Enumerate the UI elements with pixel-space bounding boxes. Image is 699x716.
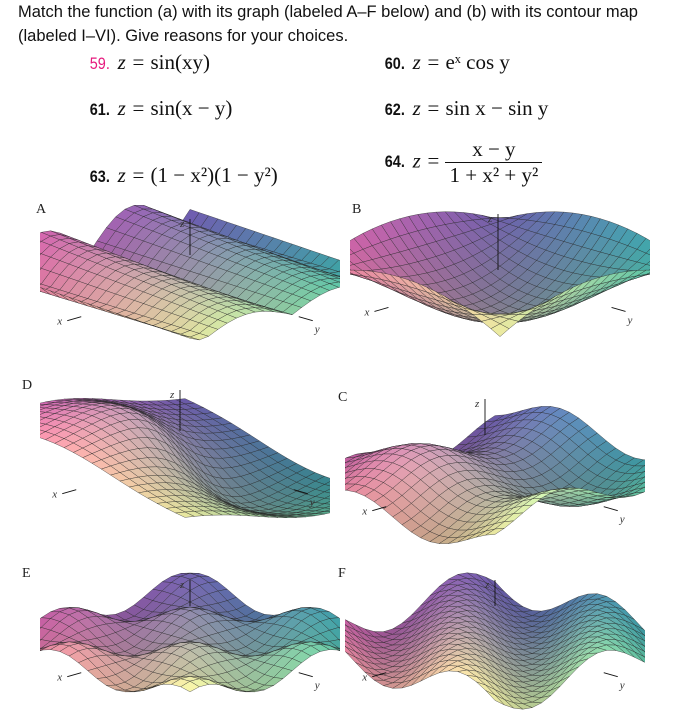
x-axis (374, 307, 388, 311)
graph-label-e: E (22, 566, 31, 582)
problem-59: 59.z = sin(xy) (88, 50, 210, 75)
y-axis (299, 317, 313, 321)
y-axis (299, 673, 313, 677)
graph-d-surface: z x y (40, 378, 330, 543)
z-axis-label: z (487, 213, 493, 225)
x-axis-label: x (361, 506, 367, 518)
graph-c-surface: z x y (345, 390, 645, 560)
y-axis (604, 673, 618, 677)
x-axis-label: x (56, 316, 62, 328)
z-axis-label: z (484, 579, 490, 591)
y-axis (604, 507, 618, 511)
y-axis-label: y (619, 514, 625, 526)
z-axis-label: z (179, 579, 185, 591)
graph-label-d: D (22, 378, 32, 394)
problem-62: 62.z = sin x − sin y (383, 96, 548, 121)
problem-61: 61.z = sin(x − y) (88, 96, 232, 121)
surface-patch (40, 650, 41, 656)
y-axis-label: y (627, 314, 633, 326)
y-axis-label: y (314, 680, 320, 692)
surface-patch (339, 650, 340, 656)
z-axis-label: z (169, 389, 175, 401)
x-axis (67, 317, 81, 321)
problem-60: 60.z = eˣ cos y (383, 50, 510, 75)
y-axis-label: y (619, 680, 625, 692)
graph-a-surface: z x y (40, 205, 340, 375)
graph-b-surface: z x y (350, 205, 650, 355)
graph-e-surface: z x y (40, 566, 340, 716)
y-axis-label: y (314, 324, 320, 336)
y-axis-label: y (309, 497, 315, 509)
x-axis (62, 490, 76, 494)
x-axis-label: x (361, 672, 367, 684)
x-axis-label: x (56, 672, 62, 684)
x-axis-label: x (363, 306, 369, 318)
x-axis (67, 673, 81, 677)
instructions: Match the function (a) with its graph (l… (18, 0, 698, 48)
graph-f-surface: z x y (345, 566, 645, 716)
x-axis-label: x (51, 489, 57, 501)
y-axis (612, 307, 626, 311)
z-axis-label: z (474, 398, 480, 410)
z-axis-label: z (179, 218, 185, 230)
problem-63: 63.z = (1 − x²)(1 − y²) (88, 163, 278, 188)
